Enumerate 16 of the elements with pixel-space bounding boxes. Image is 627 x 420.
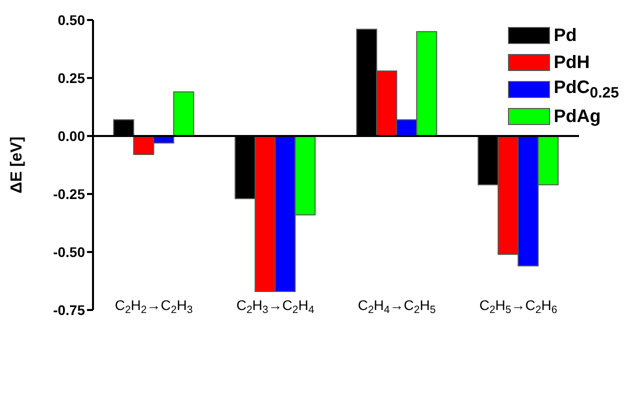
- y-tick-label: -0.25: [53, 186, 86, 202]
- y-tick-label: -0.50: [53, 244, 86, 260]
- y-tick-label: -0.75: [53, 302, 86, 318]
- legend-label: Pd: [554, 25, 577, 46]
- x-tick-label: C$_{2}$H$_{2}$→C$_{2}$H$_{3}$: [114, 297, 193, 316]
- x-tick-label: C$_{2}$H$_{5}$→C$_{2}$H$_{6}$: [479, 297, 558, 316]
- bar: [173, 91, 194, 136]
- x-tick-label: C$_{2}$H$_{3}$→C$_{2}$H$_{4}$: [236, 297, 314, 316]
- y-tick-label: 0.50: [58, 12, 86, 28]
- y-axis-title: ΔE [eV]: [8, 136, 26, 194]
- x-tick-label: C$_{2}$H$_{4}$→C$_{2}$H$_{5}$: [358, 297, 436, 316]
- legend-label: PdAg: [554, 106, 601, 127]
- y-tick-label: 0.25: [58, 70, 86, 86]
- legend-label: PdH: [554, 52, 590, 73]
- legend-label: PdC$_{0.25}$: [554, 77, 619, 102]
- y-tick-label: 0.00: [58, 128, 86, 144]
